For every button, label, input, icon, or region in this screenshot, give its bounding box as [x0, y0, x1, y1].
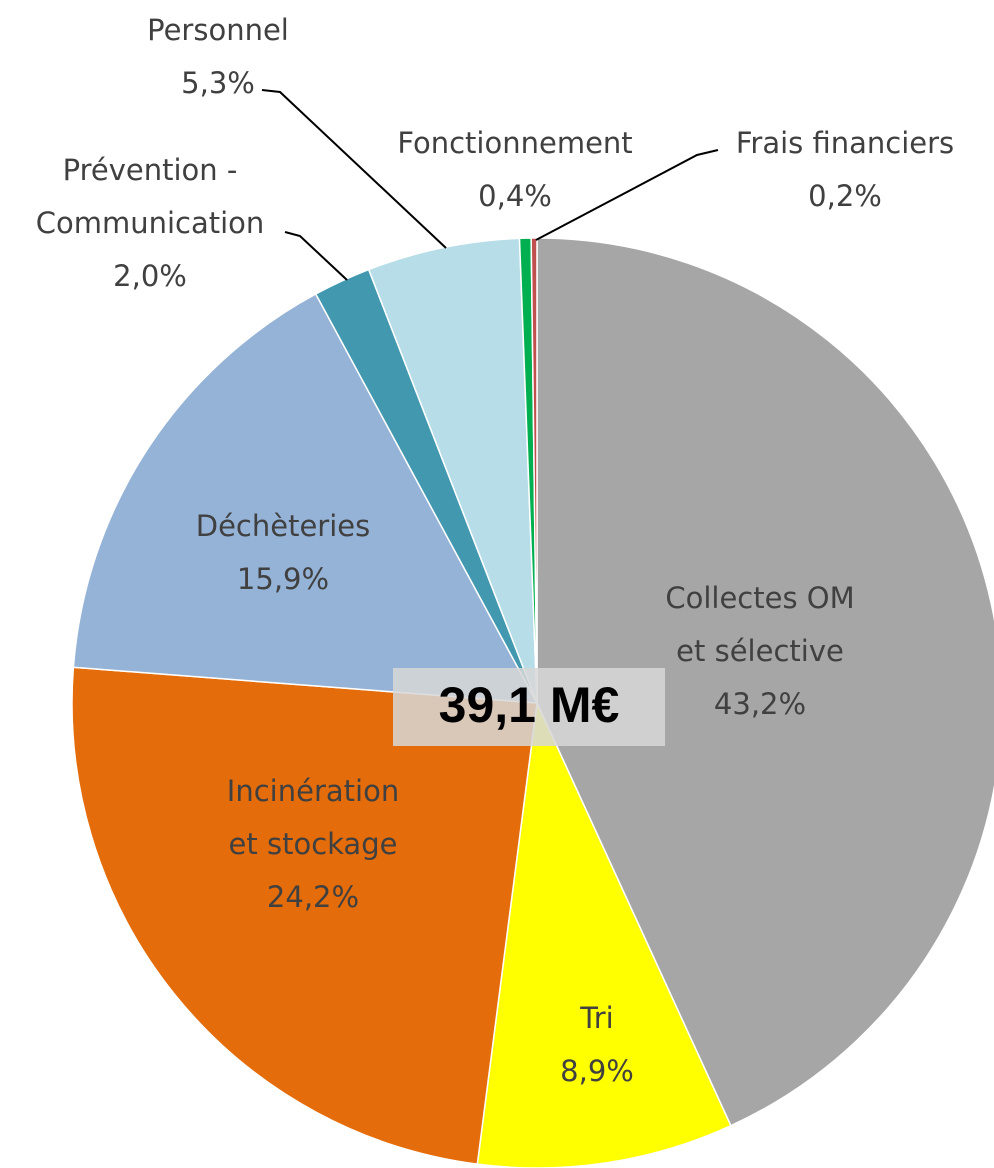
slice-label: Tri — [579, 1001, 613, 1035]
slice-value-label: 24,2% — [267, 880, 359, 914]
slice-value-label: 43,2% — [714, 687, 806, 721]
pie-slice — [72, 292, 539, 704]
slice-label: Fonctionnement — [397, 126, 632, 160]
slice-label: Frais financiers — [736, 126, 954, 160]
leader-line — [535, 149, 719, 241]
slice-label: Communication — [36, 206, 265, 240]
slice-value-label: 2,0% — [113, 259, 187, 293]
slice-value-label: 0,2% — [808, 179, 882, 213]
leader-line — [261, 89, 447, 249]
leader-line — [284, 231, 348, 281]
slice-label: et sélective — [676, 634, 844, 668]
pie-slice — [367, 237, 538, 704]
pie-slice — [530, 237, 538, 704]
slice-value-label: 15,9% — [237, 562, 329, 596]
slice-label: Collectes OM — [665, 581, 854, 615]
slice-label: Incinération — [227, 774, 399, 808]
slice-value-label: 5,3% — [181, 66, 255, 100]
slice-value-label: 0,4% — [478, 179, 552, 213]
slice-label: Personnel — [147, 13, 289, 47]
center-box — [393, 668, 665, 746]
pie-slice — [536, 237, 994, 1127]
slice-value-label: 8,9% — [560, 1054, 634, 1088]
center-total: 39,1 M€ — [439, 677, 620, 733]
pie-slice — [71, 666, 538, 1166]
slice-label: Prévention - — [63, 153, 238, 187]
pie-slice — [476, 700, 732, 1168]
slice-label: et stockage — [229, 827, 398, 861]
slice-label: Déchèteries — [196, 509, 370, 543]
